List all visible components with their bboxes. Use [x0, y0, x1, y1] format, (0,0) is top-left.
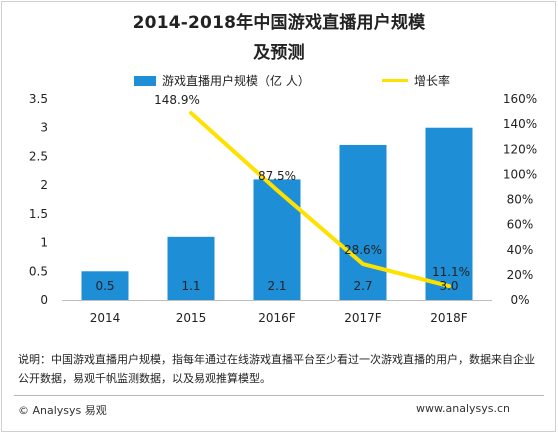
legend-bar-label: 游戏直播用户规模（亿 人） [162, 74, 310, 88]
chart-subtitle: 及预测 [253, 43, 305, 63]
x-tick-label: 2018F [430, 311, 468, 325]
y-left-tick-label: 1 [40, 236, 48, 250]
growth-point-label: 87.5% [258, 169, 296, 183]
growth-point-label: 148.9% [154, 93, 200, 107]
x-tick-label: 2014 [90, 311, 121, 325]
bar-value-label: 1.1 [181, 279, 200, 293]
y-left-tick-label: 3.5 [29, 92, 48, 106]
chart-note: 说明：中国游戏直播用户规模，指每年通过在线游戏直播平台至少看过一次游戏直播的用户… [18, 353, 535, 385]
legend-line-label: 增长率 [414, 74, 451, 88]
y-right-tick-label: 40% [507, 243, 534, 257]
bar-value-label: 3.0 [439, 279, 458, 293]
chart-title: 2014-2018年中国游戏直播用户规模 [132, 13, 426, 33]
bar-value-label: 2.1 [267, 279, 286, 293]
y-left-tick-label: 2.5 [29, 149, 48, 163]
x-tick-label: 2015 [176, 311, 207, 325]
legend-bar-entry: 游戏直播用户规模（亿 人） [134, 72, 310, 89]
y-left-tick-label: 2 [40, 178, 48, 192]
y-left-tick-label: 3 [40, 121, 48, 135]
y-right-tick-label: 140% [503, 117, 537, 131]
bar-value-label: 0.5 [95, 279, 114, 293]
bar [339, 144, 387, 300]
footer-brand: © Analysys 易观 [18, 404, 107, 417]
growth-point-label: 28.6% [344, 243, 382, 257]
y-left-tick-label: 0.5 [29, 264, 48, 278]
y-left-tick-label: 1.5 [29, 207, 48, 221]
bar-value-label: 2.7 [353, 279, 372, 293]
y-right-tick-label: 20% [507, 268, 534, 282]
y-right-tick-label: 0% [510, 293, 529, 307]
x-tick-label: 2016F [258, 311, 296, 325]
y-right-tick-label: 120% [503, 142, 537, 156]
legend-bar-swatch [134, 75, 156, 86]
growth-point-label: 11.1% [432, 265, 470, 279]
y-right-tick-label: 80% [507, 193, 534, 207]
x-tick-label: 2017F [344, 311, 382, 325]
bar [425, 127, 473, 300]
legend-line-entry: 增长率 [382, 72, 450, 89]
y-right-tick-label: 100% [503, 167, 537, 181]
y-right-tick-label: 160% [503, 92, 537, 106]
bar [81, 271, 129, 300]
footer-divider [14, 395, 544, 396]
bar [253, 179, 301, 300]
y-right-tick-label: 60% [507, 218, 534, 232]
footer-url: www.analysys.cn [416, 402, 510, 415]
bar [167, 236, 215, 300]
y-left-tick-label: 0 [40, 293, 48, 307]
legend-line-swatch [382, 79, 408, 82]
growth-line [189, 110, 451, 289]
